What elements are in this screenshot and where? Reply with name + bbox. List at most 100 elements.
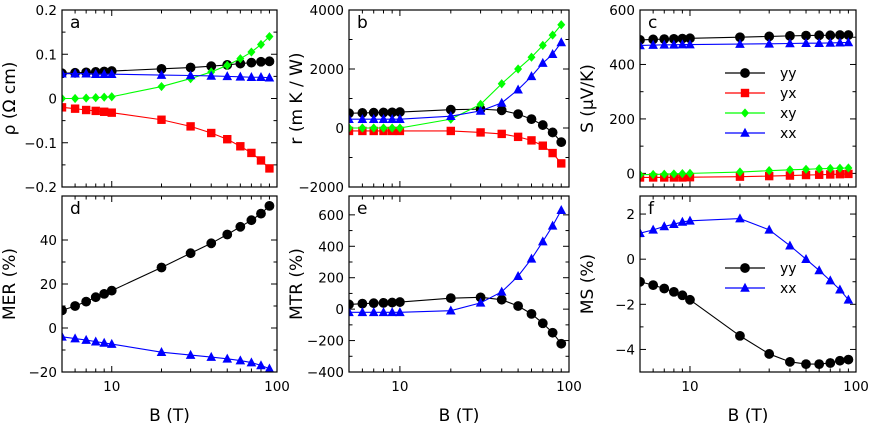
data-point-yy bbox=[526, 308, 537, 319]
y-tick-label: 0.2 bbox=[36, 3, 57, 19]
data-point-xx bbox=[835, 37, 845, 47]
panel-label: f bbox=[648, 199, 655, 219]
data-point-xx bbox=[513, 84, 523, 94]
data-point-xx bbox=[446, 111, 456, 120]
data-point-yy bbox=[556, 137, 567, 148]
data-point-xx bbox=[659, 39, 670, 49]
y-tick-label: 200 bbox=[609, 112, 635, 128]
data-point-xx bbox=[526, 71, 537, 81]
series-line-yx bbox=[62, 106, 270, 169]
y-tick-label: 0 bbox=[335, 302, 344, 318]
data-point-yy bbox=[496, 105, 507, 116]
legend-label-xx: xx bbox=[780, 281, 797, 297]
legend-marker-yx bbox=[740, 88, 750, 98]
series-group bbox=[640, 213, 854, 370]
data-point-yy bbox=[825, 358, 836, 368]
data-point-xx bbox=[677, 216, 688, 226]
panel-label: c bbox=[648, 13, 657, 33]
data-point-xx bbox=[735, 38, 745, 48]
data-point-yy bbox=[668, 286, 679, 297]
data-point-yy bbox=[677, 290, 688, 301]
series-group bbox=[62, 31, 275, 173]
data-point-yx bbox=[476, 128, 485, 137]
data-point-yx bbox=[801, 170, 811, 180]
data-point-yy bbox=[264, 56, 275, 67]
y-axis-label: r (m K / W) bbox=[287, 52, 307, 144]
data-point-xy bbox=[236, 54, 245, 64]
data-point-xx bbox=[814, 265, 824, 275]
y-tick-label: −20 bbox=[29, 365, 58, 381]
data-point-xx bbox=[801, 253, 811, 263]
data-point-xx bbox=[256, 360, 266, 370]
y-tick-label: 0 bbox=[335, 121, 344, 137]
data-point-yx bbox=[844, 169, 853, 179]
x-axis-label: B (T) bbox=[439, 406, 480, 426]
data-point-xx bbox=[206, 351, 217, 361]
y-axis-label: MTR (%) bbox=[287, 248, 307, 320]
legend-label-xy: xy bbox=[780, 106, 797, 122]
data-point-xx bbox=[387, 307, 397, 317]
panel-d: 10 100 B (T) −20 0 20 40 MER (%) d bbox=[0, 195, 290, 426]
data-point-yy bbox=[206, 238, 217, 249]
plot-frame bbox=[61, 195, 278, 373]
panel-label: b bbox=[357, 13, 368, 33]
data-point-yx bbox=[446, 126, 456, 136]
legend-label-yy: yy bbox=[780, 66, 797, 82]
data-point-xx bbox=[843, 37, 854, 47]
plot-frame bbox=[348, 195, 570, 373]
data-point-yy bbox=[785, 356, 795, 367]
data-point-yy bbox=[235, 221, 246, 232]
data-point-xx bbox=[835, 284, 845, 294]
panel-e: 10 100 B (T) −400 −200 0 200 400 600 MTR (%) e bbox=[287, 195, 582, 426]
data-point-yy bbox=[814, 359, 825, 370]
data-point-yx bbox=[497, 129, 506, 139]
data-point-xx bbox=[99, 68, 109, 78]
legend-marker-yy bbox=[740, 263, 750, 273]
data-point-yy bbox=[513, 301, 523, 311]
data-point-xx bbox=[106, 68, 117, 78]
data-point-yy bbox=[395, 297, 405, 307]
data-point-yx bbox=[81, 105, 91, 115]
data-point-yy bbox=[90, 292, 101, 303]
data-point-yx bbox=[538, 141, 548, 150]
x-tick-label: 10 bbox=[391, 379, 408, 395]
data-point-yy bbox=[256, 208, 266, 219]
data-point-xx bbox=[387, 113, 397, 123]
y-tick-label: 0 bbox=[626, 166, 635, 182]
data-point-xx bbox=[648, 224, 658, 234]
data-point-yy bbox=[445, 293, 456, 304]
data-point-xy bbox=[358, 123, 367, 133]
data-point-yy bbox=[349, 108, 354, 119]
data-point-xx bbox=[843, 294, 854, 304]
series-group bbox=[62, 200, 275, 372]
y-tick-label: 200 bbox=[318, 271, 344, 287]
data-point-xx bbox=[264, 363, 274, 372]
data-point-xx bbox=[99, 337, 109, 347]
data-point-xx bbox=[475, 105, 486, 115]
data-point-yy bbox=[368, 298, 379, 309]
data-point-yx bbox=[256, 156, 266, 165]
data-point-xx bbox=[256, 72, 266, 82]
y-tick-label: −400 bbox=[307, 365, 344, 381]
data-point-xy bbox=[678, 169, 687, 179]
data-point-xx bbox=[446, 305, 456, 315]
y-tick-label: 600 bbox=[318, 208, 344, 224]
data-point-yx bbox=[91, 106, 100, 116]
data-point-xx bbox=[825, 37, 836, 47]
y-tick-label: −0.1 bbox=[24, 136, 57, 152]
data-point-yy bbox=[843, 354, 854, 365]
data-point-xx bbox=[246, 72, 257, 82]
data-point-xy bbox=[62, 93, 66, 104]
data-point-yx bbox=[527, 136, 536, 145]
data-point-xy bbox=[669, 169, 678, 179]
data-point-xx bbox=[538, 57, 548, 67]
legend-marker-yy bbox=[740, 68, 750, 78]
data-point-xy bbox=[395, 123, 404, 133]
y-tick-label: 0 bbox=[48, 321, 57, 337]
data-point-yx bbox=[735, 172, 745, 181]
data-point-xx bbox=[185, 70, 196, 80]
data-point-xx bbox=[357, 307, 368, 317]
panel-f: 10 100 B (T) −4 −2 0 2 MS (%) f yy xx bbox=[578, 195, 869, 426]
data-point-yx bbox=[548, 148, 557, 158]
data-point-xy bbox=[735, 167, 744, 177]
